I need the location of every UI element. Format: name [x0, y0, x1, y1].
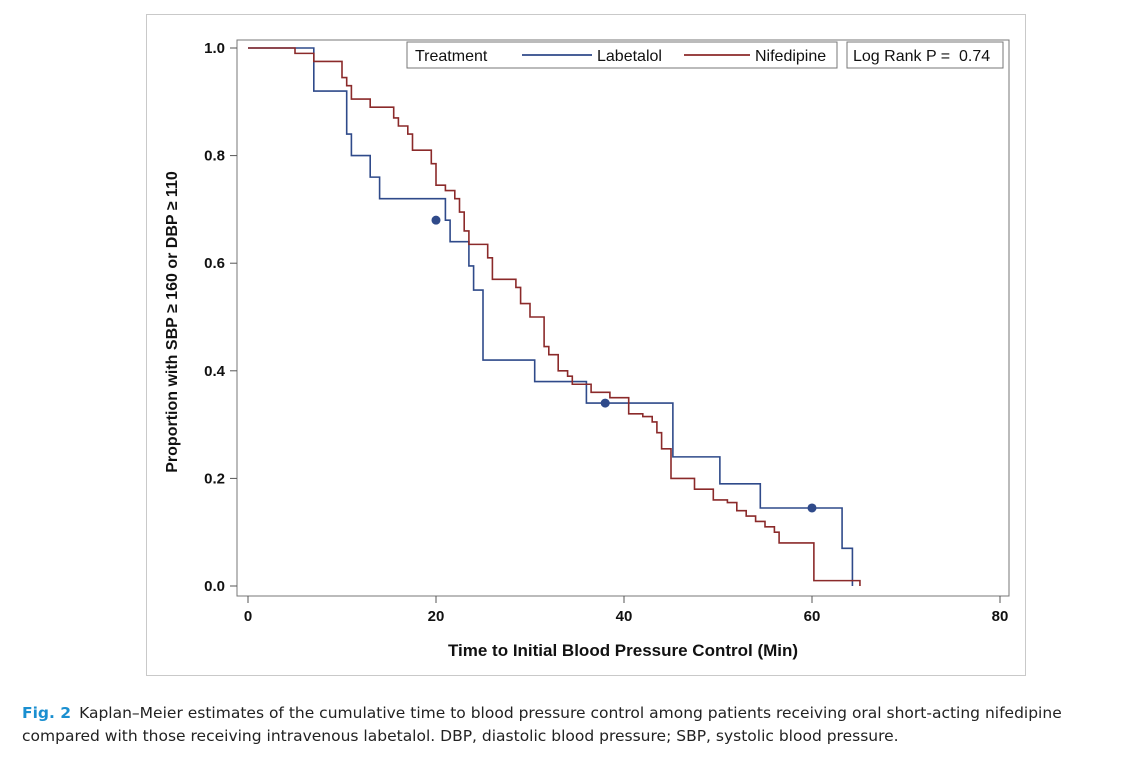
y-tick-label: 0.8	[204, 148, 225, 165]
log-rank-text: Log Rank P = 0.74	[853, 48, 990, 65]
series-lines	[248, 47, 861, 586]
y-tick-label: 0.0	[204, 578, 225, 595]
series-line-nifedipine	[248, 47, 861, 586]
series-line-labetalol	[248, 47, 854, 586]
legend: Treatment Labetalol Nifedipine Log Rank P =…	[406, 41, 1004, 69]
x-tick-label: 20	[428, 608, 445, 625]
figure-frame: 0 20 40 60 80 0.0 0.2 0.4 0.6 0.8 1.0 Treatment Lab…	[146, 14, 1026, 676]
censor-marker	[807, 503, 817, 513]
censor-marker	[431, 215, 441, 225]
legend-title: Treatment	[415, 48, 488, 65]
caption-text: Kaplan–Meier estimates of the cumulative…	[22, 704, 1062, 745]
y-tick-label: 1.0	[204, 40, 225, 57]
x-tick-label: 80	[992, 608, 1009, 625]
figure-caption: Fig. 2 Kaplan–Meier estimates of the cumu…	[22, 702, 1112, 748]
x-tick-label: 0	[244, 608, 252, 625]
axes: 0 20 40 60 80 0.0 0.2 0.4 0.6 0.8 1.0	[204, 40, 1008, 625]
censor-marker	[600, 398, 610, 408]
x-tick-label: 60	[804, 608, 821, 625]
figure-label: Fig. 2	[22, 704, 72, 722]
y-tick-label: 0.2	[204, 470, 225, 487]
legend-entry-labetalol: Labetalol	[597, 48, 662, 65]
plot-area	[236, 39, 1010, 597]
legend-box	[406, 41, 838, 69]
y-tick-label: 0.6	[204, 255, 225, 272]
y-tick-label: 0.4	[204, 363, 226, 380]
x-tick-label: 40	[616, 608, 633, 625]
legend-entry-nifedipine: Nifedipine	[755, 48, 826, 65]
kaplan-meier-chart: 0 20 40 60 80 0.0 0.2 0.4 0.6 0.8 1.0 Treatment Lab…	[164, 39, 1010, 660]
stat-box	[846, 41, 1004, 69]
x-axis-label: Time to Initial Blood Pressure Control (…	[448, 641, 798, 660]
y-axis-label: Proportion with SBP ≥ 160 or DBP ≥ 110	[164, 171, 181, 473]
